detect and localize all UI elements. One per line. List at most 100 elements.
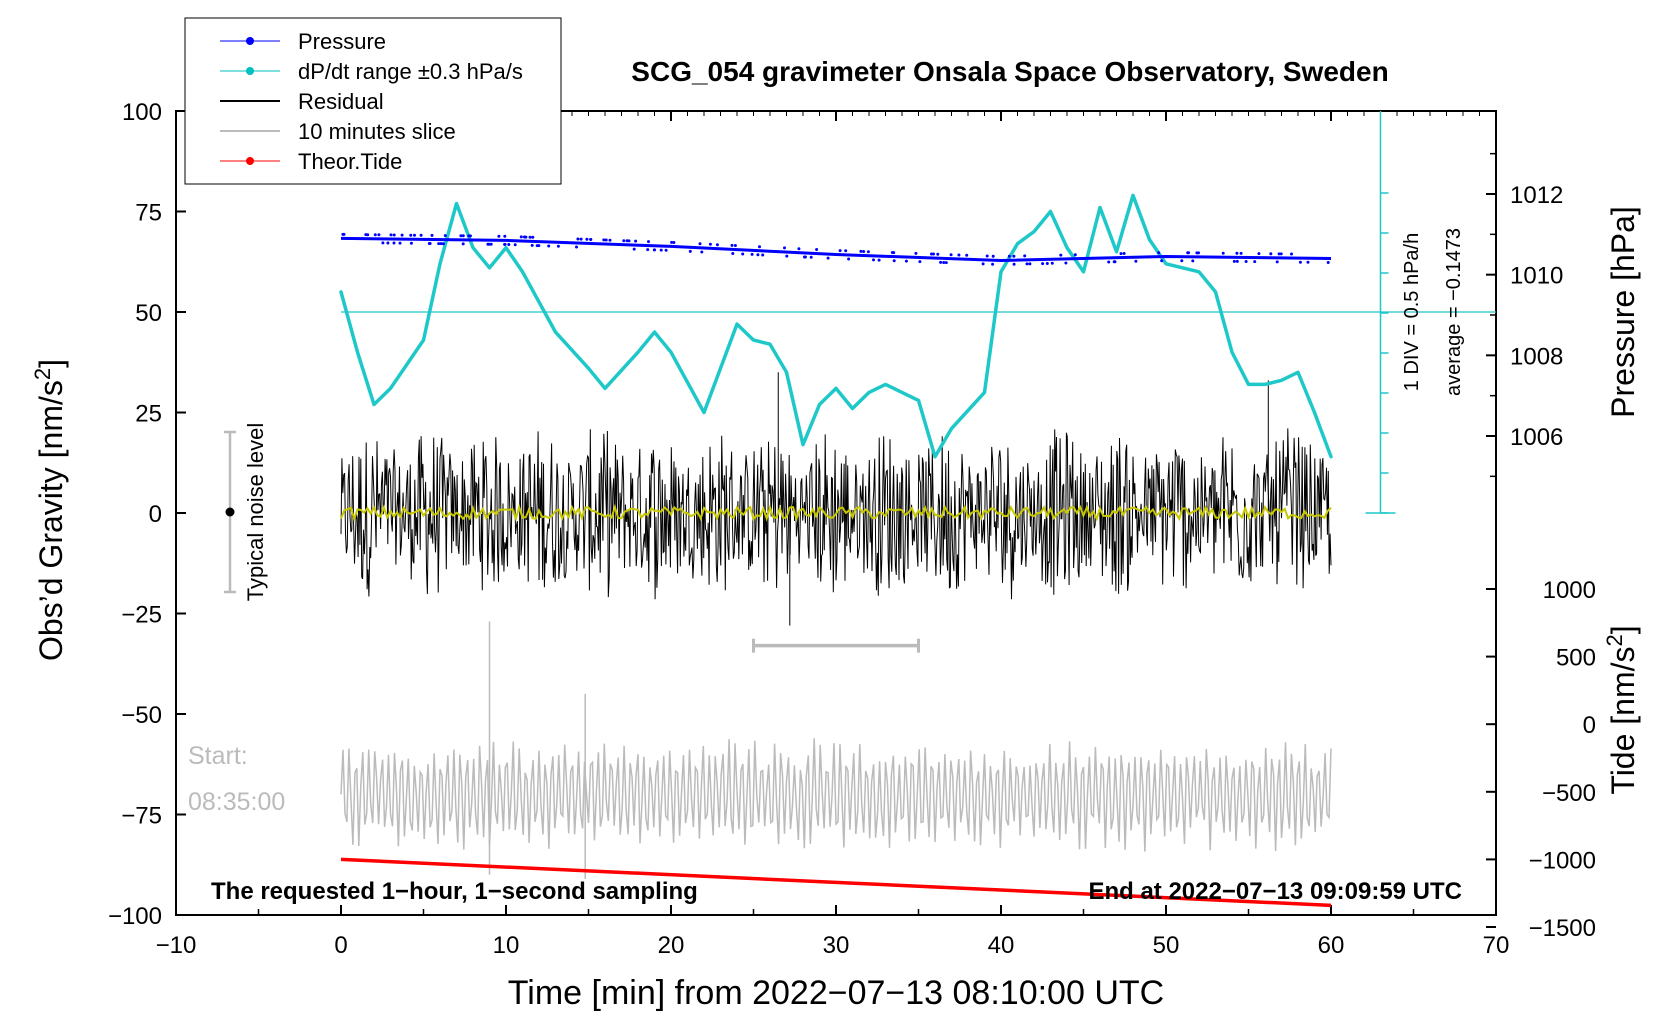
legend-label: Residual	[298, 89, 384, 114]
pressure-point	[991, 262, 995, 266]
pressure-point	[877, 258, 881, 262]
y-tick-label: −100	[108, 903, 162, 930]
pressure-point	[377, 233, 381, 237]
noise-level-label: Typical noise level	[243, 423, 268, 602]
pressure-point	[1134, 259, 1138, 263]
y-tick-label: 0	[149, 501, 162, 528]
pressure-point	[497, 234, 501, 238]
sampling-note: The requested 1−hour, 1−second sampling	[211, 878, 698, 905]
pressure-point	[985, 254, 989, 258]
pressure-point	[579, 237, 583, 241]
tide-tick-label: 500	[1556, 645, 1596, 672]
legend-label: Pressure	[298, 29, 386, 54]
legend-label: Theor.Tide	[298, 149, 402, 174]
pressure-point	[1012, 254, 1016, 258]
noise-level-indicator	[224, 430, 236, 594]
y-tick-label: −25	[121, 602, 162, 629]
pressure-point	[468, 234, 472, 238]
pressure-point	[461, 234, 465, 238]
pressure-point	[904, 259, 908, 263]
pressure-point	[604, 238, 608, 242]
pressure-point	[441, 242, 445, 246]
pressure-point	[1113, 260, 1117, 264]
pressure-line	[340, 236, 1332, 263]
average-label: average = −0.1473	[1443, 228, 1465, 396]
pressure-point	[1197, 251, 1200, 255]
pressure-point	[1298, 260, 1302, 264]
pressure-point	[670, 240, 674, 244]
pressure-point	[602, 238, 606, 242]
pressure-point	[632, 247, 636, 251]
x-tick-label: 30	[823, 932, 850, 959]
pressure-point	[688, 249, 692, 253]
tide-tick-label: −1000	[1529, 847, 1596, 874]
div-label: 1 DIV = 0.5 hPa/h	[1401, 233, 1423, 391]
tide-tick-label: 0	[1583, 712, 1596, 739]
pressure-point	[672, 241, 676, 244]
pressure-point	[939, 260, 943, 264]
pressure-point	[866, 250, 870, 254]
pressure-point	[949, 253, 953, 257]
pressure-tick-label: 1008	[1510, 343, 1563, 370]
pressure-point	[381, 241, 385, 245]
pressure-point	[342, 232, 346, 236]
y-tick-label: 100	[122, 99, 162, 126]
pressure-point	[443, 234, 447, 238]
x-tick-label: 40	[988, 932, 1015, 959]
legend-marker	[246, 67, 254, 75]
y-axis-label-pressure: Pressure [hPa]	[1605, 206, 1641, 418]
pressure-point	[803, 255, 807, 259]
pressure-point	[1277, 252, 1281, 256]
pressure-point	[437, 242, 441, 246]
legend-label: dP/dt range ±0.3 hPa/s	[298, 59, 523, 84]
tide-tick-label: −1500	[1529, 915, 1596, 942]
pressure-point	[1160, 259, 1164, 263]
pressure-point	[528, 235, 532, 239]
chart-title: SCG_054 gravimeter Onsala Space Observat…	[631, 56, 1388, 87]
pressure-point	[634, 239, 638, 243]
x-tick-label: −10	[156, 932, 197, 959]
pressure-point	[872, 258, 875, 262]
pressure-point	[944, 261, 948, 265]
pressure-point	[1269, 252, 1273, 256]
pressure-point	[862, 250, 866, 253]
pressure-point	[1122, 252, 1126, 255]
pressure-point	[459, 234, 463, 238]
pressure-point	[419, 233, 423, 237]
pressure-point	[1187, 251, 1190, 255]
pressure-point	[489, 242, 493, 246]
pressure-point	[392, 241, 396, 245]
pressure-tick-label: 1006	[1510, 424, 1563, 451]
pressure-point	[386, 241, 390, 245]
pressure-point	[965, 253, 969, 257]
pressure-point	[627, 239, 631, 243]
pressure-point	[547, 244, 551, 248]
pressure-point	[1257, 252, 1261, 256]
pressure-point	[890, 251, 894, 254]
pressure-point	[1073, 253, 1077, 257]
residual-line	[340, 428, 1332, 600]
pressure-point	[708, 242, 712, 246]
pressure-point	[503, 234, 507, 238]
pressure-point	[409, 233, 413, 237]
y-tick-label: 50	[135, 300, 162, 327]
y-axis-label-tide: Tide [nm/s2]	[1602, 625, 1642, 794]
pressure-point	[1191, 259, 1195, 263]
pressure-point	[535, 244, 539, 248]
pressure-point	[892, 259, 896, 263]
pressure-point	[957, 253, 961, 257]
pressure-point	[698, 242, 702, 246]
tide-tick-label: −500	[1542, 780, 1596, 807]
pressure-point	[503, 242, 507, 246]
pressure-point	[461, 242, 465, 246]
slice-series	[340, 621, 1332, 879]
pressure-point	[733, 244, 737, 247]
pressure-point	[914, 251, 918, 255]
x-tick-label: 10	[493, 932, 520, 959]
pressure-point	[1326, 261, 1330, 264]
pressure-point	[1012, 262, 1016, 266]
legend: Pressure dP/dt range ±0.3 hPa/s Residual 10…	[184, 17, 562, 185]
pressure-point	[646, 248, 650, 252]
y-tick-label: −75	[121, 803, 162, 830]
pressure-point	[700, 250, 704, 254]
